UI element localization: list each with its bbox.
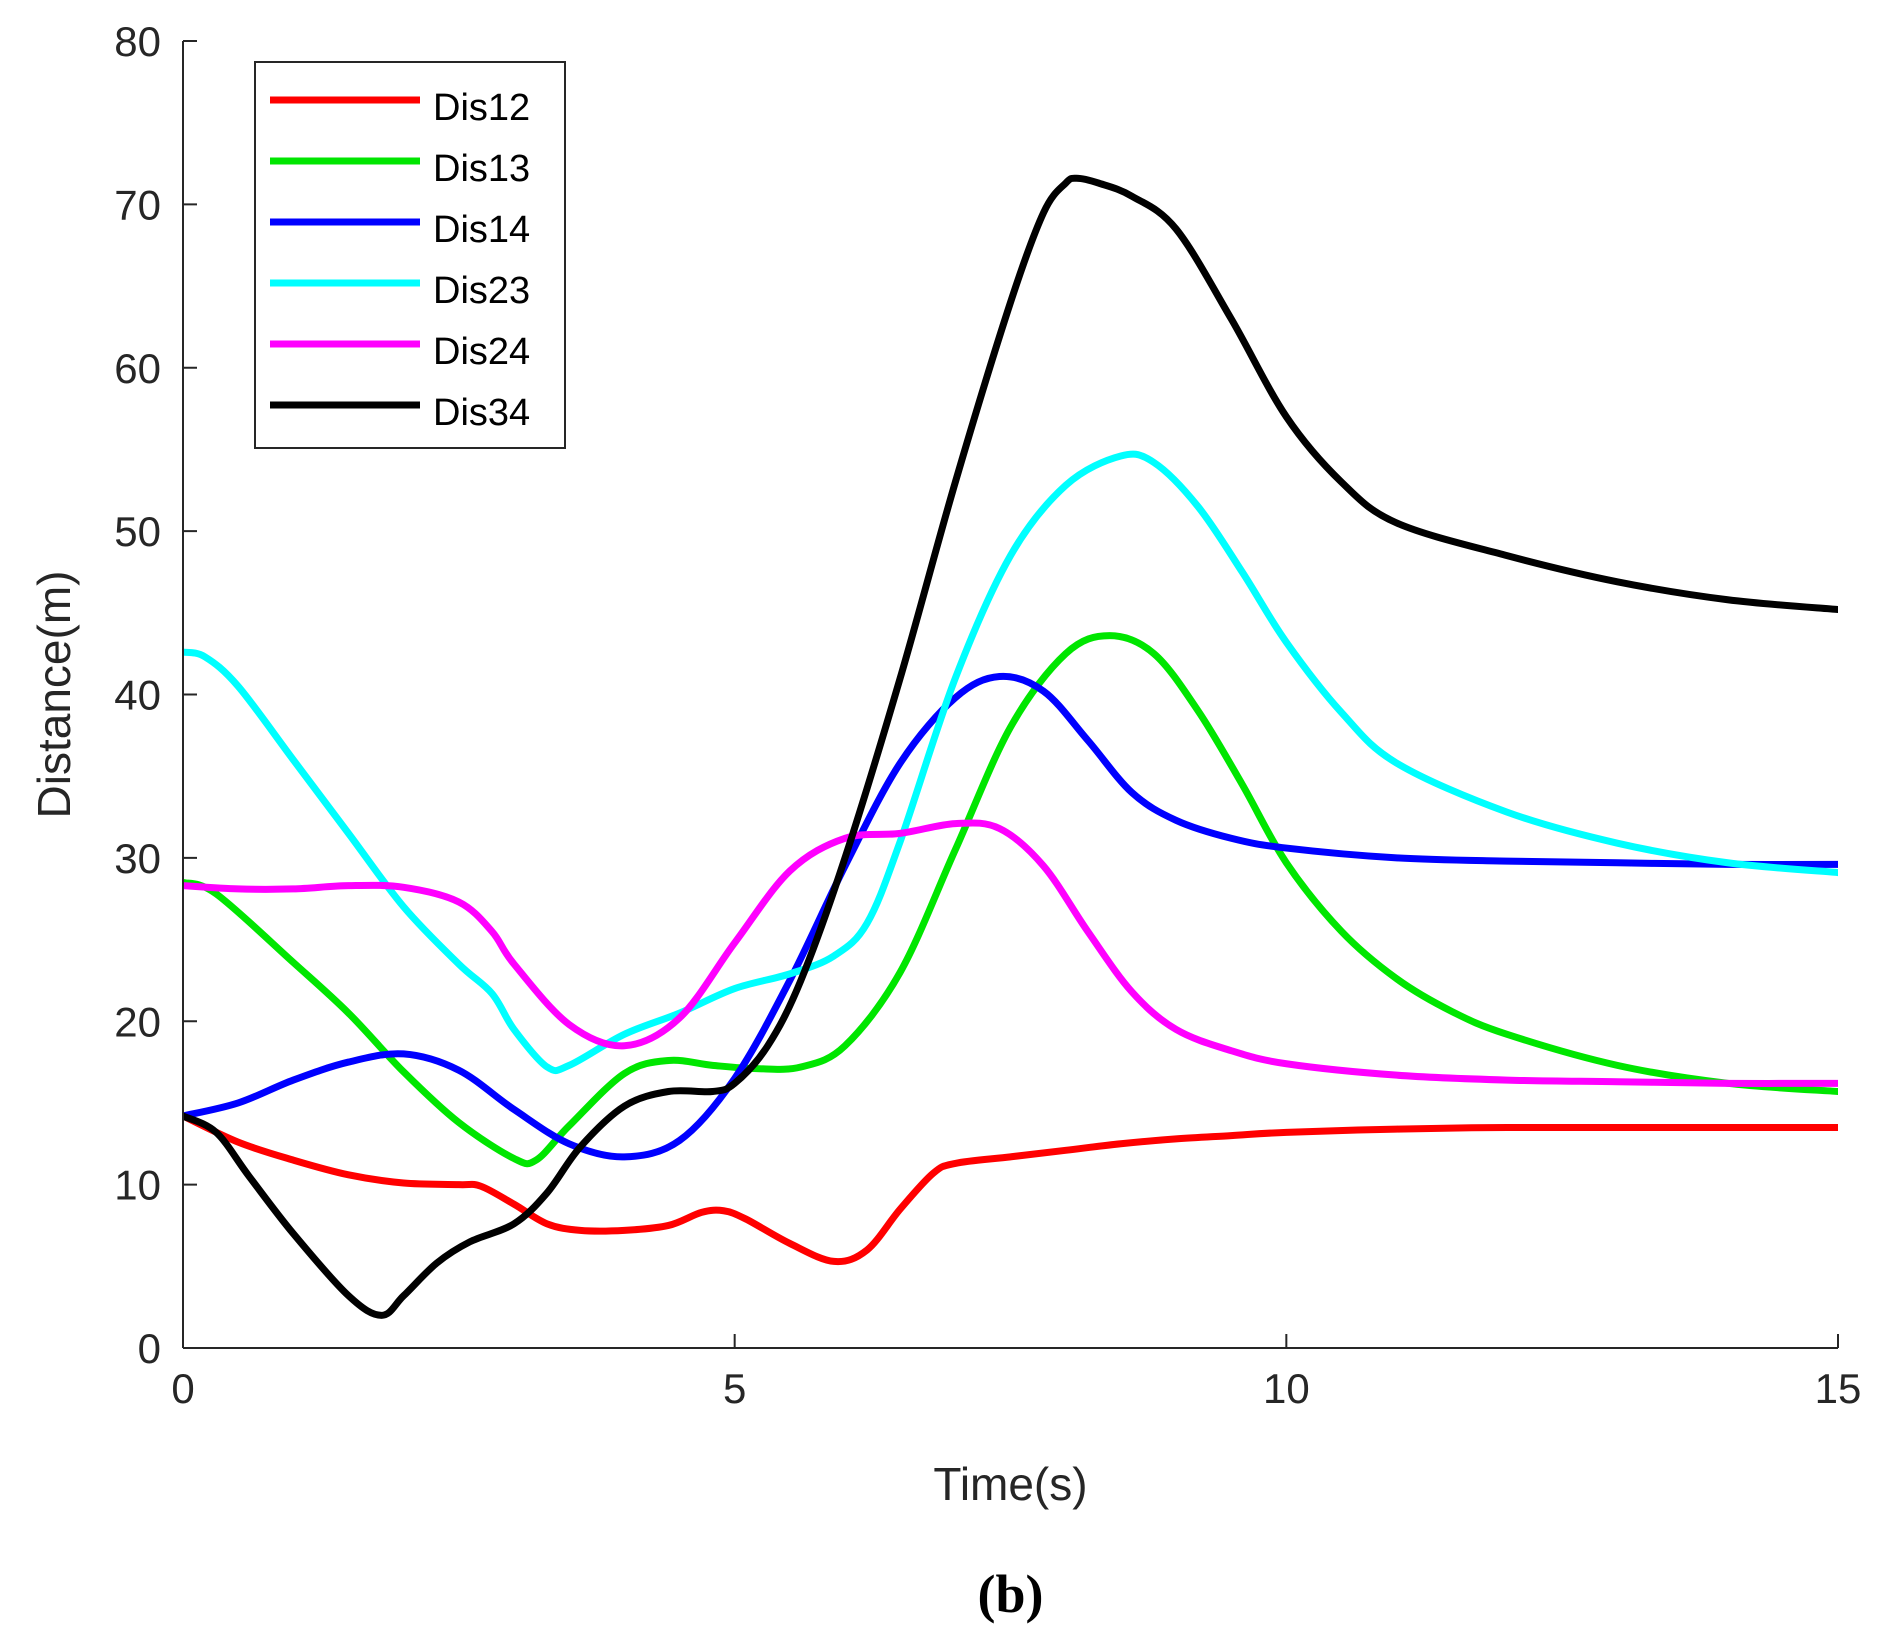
y-tick-label: 80 [114,18,161,65]
y-tick-label: 10 [114,1162,161,1209]
figure-caption: (b) [978,1564,1044,1624]
legend-label-dis23: Dis23 [433,270,530,312]
y-tick-label: 0 [138,1325,161,1372]
series-line-dis23 [183,450,1838,1075]
legend-label-dis14: Dis14 [433,209,530,251]
series-line-dis13 [183,632,1838,1168]
lines-layer [183,174,1838,1319]
x-tick-label: 0 [171,1365,194,1412]
x-tick-label: 15 [1815,1365,1862,1412]
legend-box [254,61,566,449]
y-tick-label: 30 [114,835,161,882]
y-tick-label: 40 [114,672,161,719]
legend-label-dis13: Dis13 [433,148,530,190]
y-tick-label: 60 [114,345,161,392]
series-line-dis24 [183,819,1838,1087]
y-axis-title: Distance(m) [28,571,80,819]
series-line-dis34 [183,174,1838,1319]
legend-label-dis12: Dis12 [433,87,530,129]
series-line-dis12 [183,1112,1838,1266]
series-line-dis14 [183,672,1838,1161]
legend-label-dis24: Dis24 [433,331,530,373]
legend-label-dis34: Dis34 [433,392,530,434]
x-tick-label: 5 [723,1365,746,1412]
x-axis-title: Time(s) [933,1458,1087,1510]
y-tick-label: 20 [114,998,161,1045]
y-tick-label: 70 [114,181,161,228]
axes-layer: 0 5 10 15 0 10 20 30 40 50 60 70 80 [114,18,1861,1412]
y-tick-label: 50 [114,508,161,555]
x-tick-label: 10 [1263,1365,1310,1412]
legend: Dis12 Dis13 Dis14 Dis23 Dis24 Dis34 [254,61,566,449]
